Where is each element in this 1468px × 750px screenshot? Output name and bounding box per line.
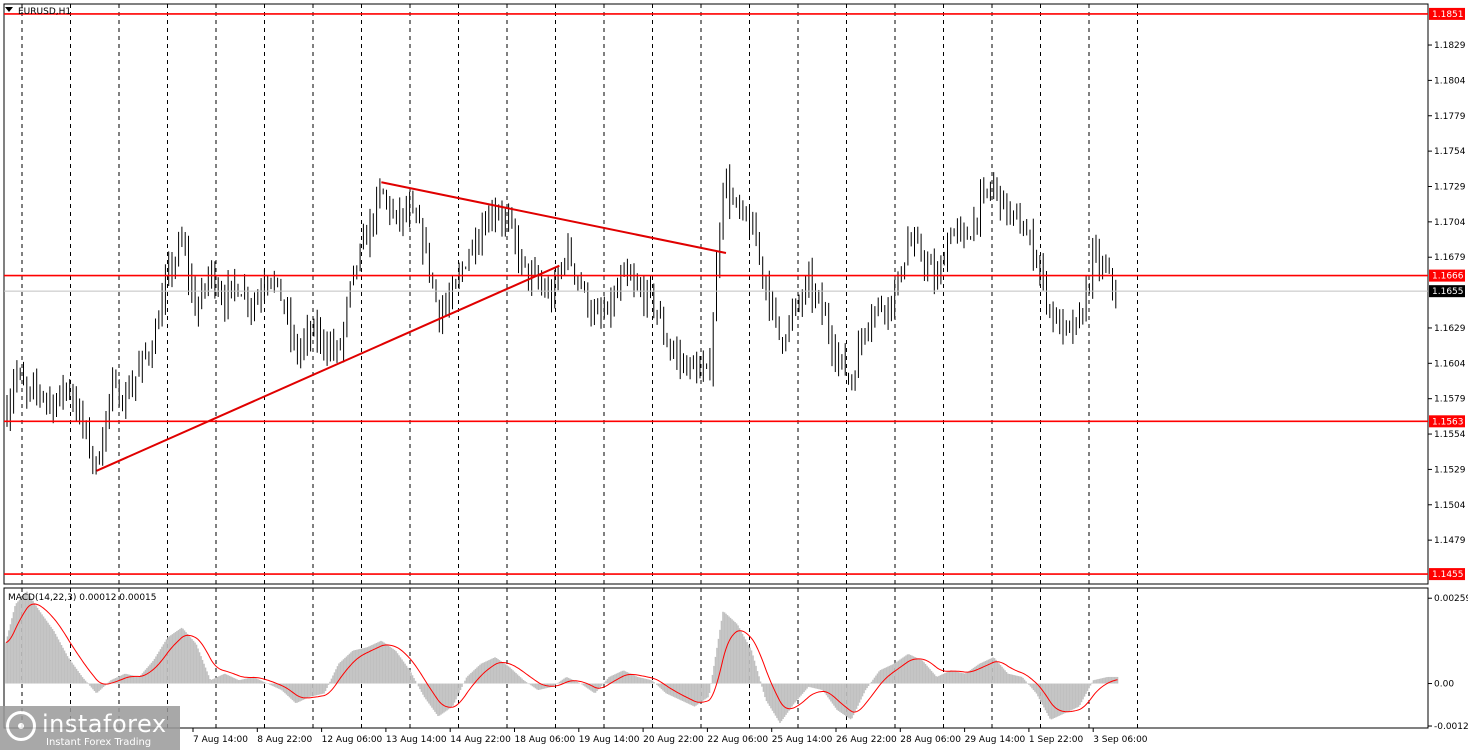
- current-price-label: 1.1655: [1432, 287, 1464, 297]
- current-price-tag: [1429, 285, 1465, 298]
- x-tick-label: 12 Aug 06:00: [322, 735, 383, 745]
- x-tick-label: 19 Aug 14:00: [579, 735, 640, 745]
- x-tick-label: 1 Sep 22:00: [1029, 735, 1084, 745]
- level-price-tag: [1429, 415, 1465, 428]
- level-price-tag: [1429, 269, 1465, 282]
- x-tick-label: 8 Aug 22:00: [257, 735, 312, 745]
- x-tick-label: 20 Aug 22:00: [643, 735, 704, 745]
- x-tick-label: 7 Aug 14:00: [193, 735, 248, 745]
- x-tick-label: 26 Aug 22:00: [836, 735, 897, 745]
- y-tick-label: 1.1829: [1434, 41, 1466, 51]
- x-tick-label: 25 Aug 14:00: [772, 735, 833, 745]
- level-price-label: 1.1563: [1432, 417, 1464, 427]
- x-tick-label: 22 Aug 06:00: [707, 735, 768, 745]
- x-tick-label: 3 Sep 06:00: [1093, 735, 1148, 745]
- y-tick-label: 1.1804: [1434, 76, 1466, 86]
- y-tick-label: 1.1579: [1434, 395, 1466, 405]
- y-tick-label: 1.1479: [1434, 536, 1466, 546]
- watermark-brand: instaforex: [42, 710, 167, 738]
- x-tick-label: 18 Aug 06:00: [515, 735, 576, 745]
- macd-y-tick-label: -0.00129: [1434, 722, 1468, 732]
- y-tick-label: 1.1754: [1434, 147, 1466, 157]
- price-panel: [3, 3, 1429, 585]
- y-tick-label: 1.1729: [1434, 182, 1466, 192]
- instaforex-logo-icon: [6, 711, 36, 741]
- y-tick-label: 1.1779: [1434, 112, 1466, 122]
- level-price-tag: [1429, 568, 1465, 581]
- x-tick-label: 29 Aug 14:00: [965, 735, 1026, 745]
- level-price-label: 1.1455: [1432, 570, 1464, 580]
- watermark-tagline: Instant Forex Trading: [46, 737, 152, 748]
- y-tick-label: 1.1679: [1434, 253, 1466, 263]
- y-tick-label: 1.1554: [1434, 430, 1466, 440]
- macd-y-tick-label: 0.00: [1434, 680, 1454, 690]
- level-price-label: 1.1851: [1432, 10, 1464, 20]
- macd-y-tick-label: 0.00259: [1434, 594, 1468, 604]
- macd-panel-frame: [3, 587, 1429, 729]
- y-tick-label: 1.1629: [1434, 324, 1466, 334]
- watermark-logo: instaforex Instant Forex Trading: [0, 706, 180, 750]
- x-tick-label: 28 Aug 06:00: [900, 735, 961, 745]
- macd-panel: [3, 587, 1429, 729]
- axis-labels: 1.1829 1.1804 1.1779 1.1754 1.1729 1.1704 1.16…: [192, 7, 1468, 745]
- price-panel-frame: [3, 3, 1429, 585]
- y-tick-label: 1.1529: [1434, 465, 1466, 475]
- symbol-label: EURUSD,H1: [18, 7, 71, 17]
- x-tick-label: 13 Aug 14:00: [386, 735, 447, 745]
- y-tick-label: 1.1704: [1434, 218, 1466, 228]
- macd-signal-line: [5, 603, 1118, 713]
- y-tick-label: 1.1604: [1434, 359, 1466, 369]
- macd-indicator-label: MACD(14,22,3) 0.00012 0.00015: [8, 593, 157, 603]
- level-price-label: 1.1666: [1432, 272, 1464, 282]
- x-tick-label: 14 Aug 22:00: [450, 735, 511, 745]
- symbol-dropdown-icon[interactable]: [5, 7, 13, 12]
- level-price-tag: [1429, 7, 1465, 20]
- trendline[interactable]: [381, 181, 727, 254]
- trendline[interactable]: [96, 264, 560, 472]
- y-tick-label: 1.1504: [1434, 501, 1466, 511]
